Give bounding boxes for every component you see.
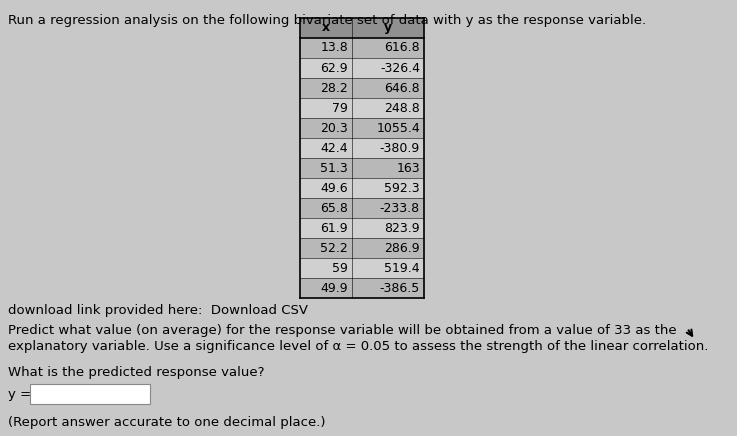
Text: x: x (322, 21, 330, 34)
Text: 49.6: 49.6 (321, 181, 348, 194)
Bar (300, 198, 424, 218)
Text: (Report answer accurate to one decimal place.): (Report answer accurate to one decimal p… (8, 416, 326, 429)
Text: download link provided here:  Download CSV: download link provided here: Download CS… (8, 304, 308, 317)
Text: 592.3: 592.3 (385, 181, 420, 194)
Bar (300, 178, 424, 198)
Text: 51.3: 51.3 (321, 161, 348, 174)
Bar (300, 98, 424, 118)
Text: 1055.4: 1055.4 (377, 122, 420, 134)
Text: 646.8: 646.8 (385, 82, 420, 95)
Bar (300, 18, 424, 38)
Text: -380.9: -380.9 (380, 142, 420, 154)
Bar (300, 138, 424, 158)
Text: 20.3: 20.3 (321, 122, 348, 134)
Text: Predict what value (on average) for the response variable will be obtained from : Predict what value (on average) for the … (8, 324, 677, 337)
Bar (300, 158, 424, 178)
Text: 286.9: 286.9 (385, 242, 420, 255)
Text: 61.9: 61.9 (321, 221, 348, 235)
Text: -326.4: -326.4 (380, 61, 420, 75)
Text: 823.9: 823.9 (385, 221, 420, 235)
Bar (300, 38, 424, 58)
Text: y =: y = (8, 388, 31, 401)
Text: 49.9: 49.9 (321, 282, 348, 294)
Text: 13.8: 13.8 (321, 41, 348, 54)
Bar (300, 278, 424, 298)
Text: 65.8: 65.8 (320, 201, 348, 215)
Bar (300, 58, 424, 78)
Text: 616.8: 616.8 (385, 41, 420, 54)
Text: Run a regression analysis on the following bivariate set of data with y as the r: Run a regression analysis on the followi… (8, 14, 646, 27)
Text: explanatory variable. Use a significance level of α = 0.05 to assess the strengt: explanatory variable. Use a significance… (8, 340, 708, 353)
Text: y: y (384, 21, 392, 34)
Text: 62.9: 62.9 (321, 61, 348, 75)
Text: 42.4: 42.4 (321, 142, 348, 154)
Bar (30, 384, 150, 404)
Text: 59: 59 (332, 262, 348, 275)
Text: 28.2: 28.2 (321, 82, 348, 95)
Text: 79: 79 (332, 102, 348, 115)
Text: -386.5: -386.5 (380, 282, 420, 294)
Bar (300, 258, 424, 278)
Bar (300, 238, 424, 258)
Text: 52.2: 52.2 (321, 242, 348, 255)
Bar (300, 78, 424, 98)
Text: 248.8: 248.8 (384, 102, 420, 115)
Text: What is the predicted response value?: What is the predicted response value? (8, 366, 265, 379)
Text: -233.8: -233.8 (380, 201, 420, 215)
Text: 519.4: 519.4 (385, 262, 420, 275)
Text: 163: 163 (397, 161, 420, 174)
Bar (300, 118, 424, 138)
Bar (300, 218, 424, 238)
